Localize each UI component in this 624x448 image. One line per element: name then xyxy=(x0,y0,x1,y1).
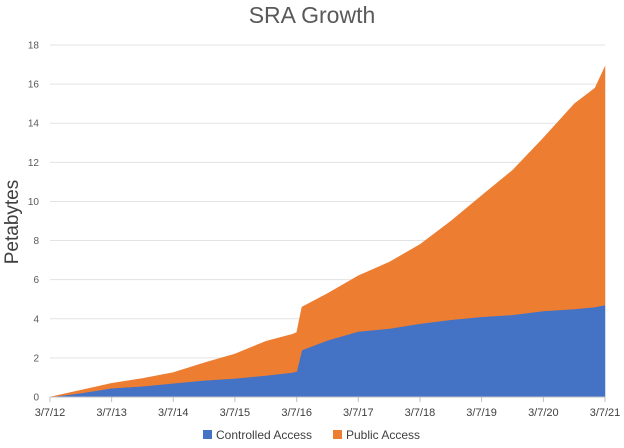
x-tick-label: 3/7/12 xyxy=(35,407,66,419)
y-tick-label: 4 xyxy=(33,314,39,325)
area-series-public-access xyxy=(49,66,606,398)
x-tick-label: 3/7/20 xyxy=(528,407,559,419)
x-tick-label: 3/7/15 xyxy=(220,407,251,419)
legend-label: Public Access xyxy=(346,428,420,442)
y-tick-label: 2 xyxy=(33,353,39,364)
y-tick-label: 14 xyxy=(28,119,40,130)
x-tick-label: 3/7/14 xyxy=(158,407,189,419)
y-axis-label: Petabytes xyxy=(2,180,23,265)
y-axis-ticks: 0 2 4 6 8 10 12 14 16 18 xyxy=(28,41,40,404)
y-tick-label: 18 xyxy=(28,41,40,52)
y-tick-label: 0 xyxy=(33,393,39,404)
plot-area xyxy=(49,66,606,398)
x-tick-label: 3/7/18 xyxy=(405,407,436,419)
y-tick-label: 12 xyxy=(28,158,40,169)
x-tick-label: 3/7/19 xyxy=(466,407,497,419)
gridlines xyxy=(50,44,605,359)
x-tick-label: 3/7/17 xyxy=(343,407,374,419)
x-axis-ticks: 3/7/12 3/7/13 3/7/14 3/7/15 3/7/16 3/7/17 3/7/… xyxy=(35,397,621,419)
y-tick-label: 8 xyxy=(33,236,39,247)
legend-swatch xyxy=(203,430,212,439)
legend-swatch xyxy=(333,430,342,439)
y-tick-label: 6 xyxy=(33,275,39,286)
chart-title: SRA Growth xyxy=(249,2,376,28)
x-tick-label: 3/7/13 xyxy=(96,407,127,419)
y-tick-label: 10 xyxy=(28,197,40,208)
x-tick-label: 3/7/21 xyxy=(590,407,621,419)
x-tick-label: 3/7/16 xyxy=(281,407,312,419)
legend: Controlled Access Public Access xyxy=(203,428,420,442)
y-tick-label: 16 xyxy=(28,80,40,91)
legend-label: Controlled Access xyxy=(216,428,312,442)
